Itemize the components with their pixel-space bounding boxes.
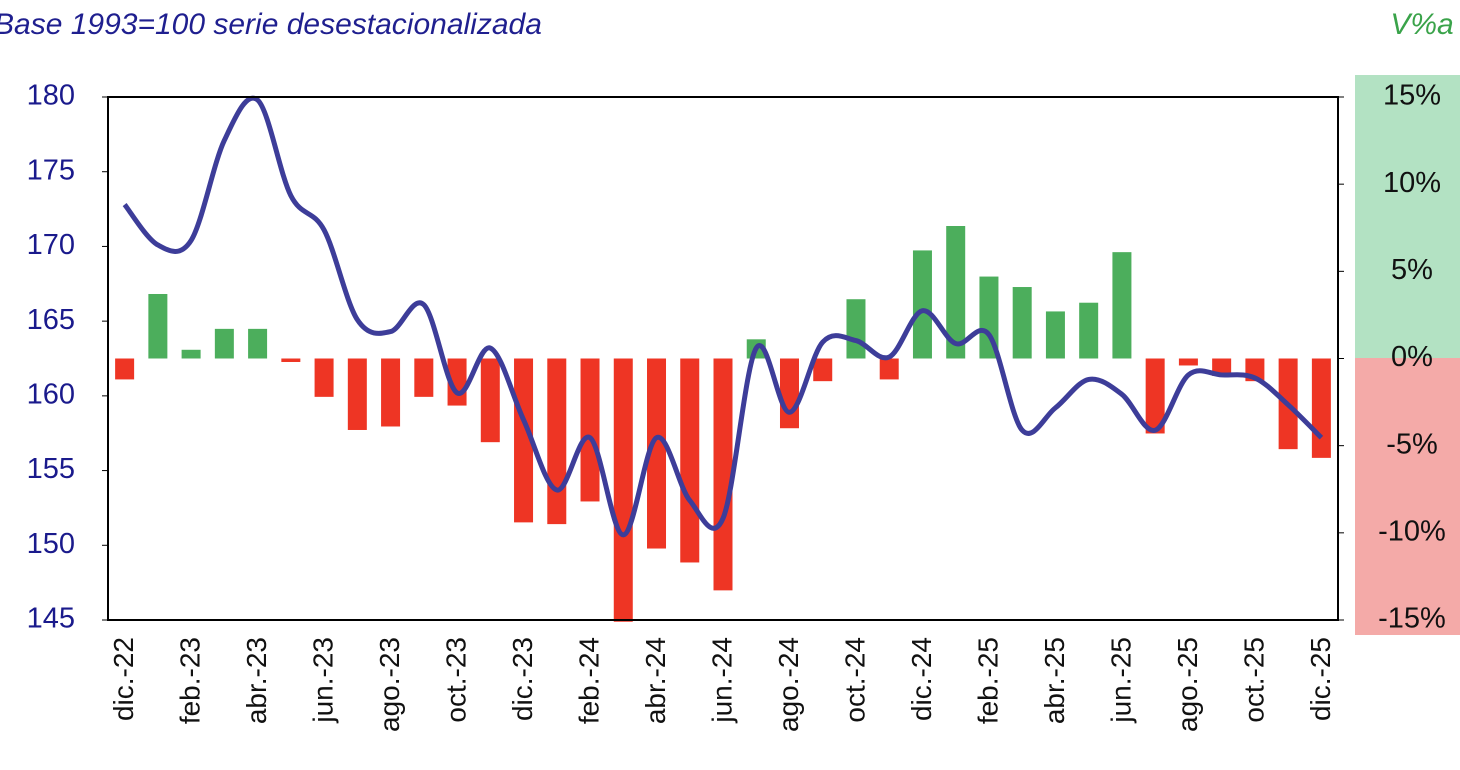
x-tick-label: feb.-24 — [573, 637, 604, 724]
bar — [1311, 358, 1331, 458]
y-tick-label: 175 — [27, 154, 75, 186]
x-tick-label: jun.-25 — [1105, 637, 1136, 724]
bar — [713, 358, 733, 591]
y-tick-label: 165 — [27, 304, 75, 336]
plot — [115, 95, 1331, 622]
y2-title: V%a — [1390, 8, 1453, 41]
bar — [347, 358, 367, 430]
bar — [547, 358, 567, 525]
line — [122, 95, 1324, 538]
y2-tick-label: 5% — [1391, 254, 1433, 286]
bar — [647, 358, 667, 549]
x-tick-label: dic.-22 — [108, 637, 139, 721]
y2-tick-label: -15% — [1378, 603, 1446, 635]
y2-tick-label: 15% — [1383, 80, 1441, 112]
bar — [414, 358, 434, 397]
bar — [912, 250, 932, 359]
x-tick-label: jun.-23 — [307, 637, 338, 724]
bar — [680, 358, 700, 563]
bar — [846, 299, 866, 359]
y-tick-label: 160 — [27, 379, 75, 411]
x-tick-label: dic.-25 — [1305, 637, 1336, 721]
x-tick-label: oct.-24 — [839, 637, 870, 723]
bar — [148, 293, 168, 359]
y-tick-label: 155 — [27, 453, 75, 485]
bar — [281, 358, 301, 362]
bar — [1112, 252, 1132, 359]
bar — [580, 358, 600, 502]
y2-tick-label: 0% — [1391, 341, 1433, 373]
bar — [1212, 358, 1232, 376]
x-tick-label: feb.-25 — [972, 637, 1003, 724]
y-tick-label: 150 — [27, 528, 75, 560]
y-tick-label: 170 — [27, 229, 75, 261]
bar — [1178, 358, 1198, 366]
x-tick-label: oct.-25 — [1238, 637, 1269, 723]
x-tick-label: feb.-23 — [174, 637, 205, 724]
bar — [1012, 287, 1032, 359]
x-tick-label: jun.-24 — [706, 637, 737, 724]
bar — [1045, 311, 1065, 359]
bar — [946, 226, 966, 359]
bar — [248, 328, 268, 359]
bar — [115, 358, 135, 380]
bar — [214, 328, 234, 359]
x-tick-label: abr.-24 — [640, 637, 671, 724]
bar — [381, 358, 401, 427]
bar — [1145, 358, 1165, 434]
positive-band — [1355, 75, 1460, 358]
bar — [879, 358, 899, 380]
x-tick-label: ago.-25 — [1172, 637, 1203, 732]
bar — [1079, 302, 1099, 359]
y2-tick-label: 10% — [1383, 167, 1441, 199]
x-tick-label: abr.-23 — [241, 637, 272, 724]
bar — [813, 358, 833, 382]
y-tick-label: 145 — [27, 603, 75, 635]
y2-tick-label: -10% — [1378, 515, 1446, 547]
negative-band — [1355, 358, 1460, 635]
bar — [181, 349, 201, 359]
chart-title: Base 1993=100 serie desestacionalizada — [0, 8, 542, 41]
bar — [514, 358, 534, 523]
bar — [613, 358, 633, 622]
x-tick-label: ago.-24 — [773, 637, 804, 732]
y-tick-label: 180 — [27, 80, 75, 112]
bar — [480, 358, 500, 443]
bar — [779, 358, 799, 429]
bar — [314, 358, 334, 397]
x-tick-label: oct.-23 — [440, 637, 471, 723]
y2-tick-label: -5% — [1386, 428, 1438, 460]
x-tick-label: dic.-23 — [507, 637, 538, 721]
x-tick-label: abr.-25 — [1039, 637, 1070, 724]
x-tick-label: ago.-23 — [374, 637, 405, 732]
x-tick-label: dic.-24 — [906, 637, 937, 721]
